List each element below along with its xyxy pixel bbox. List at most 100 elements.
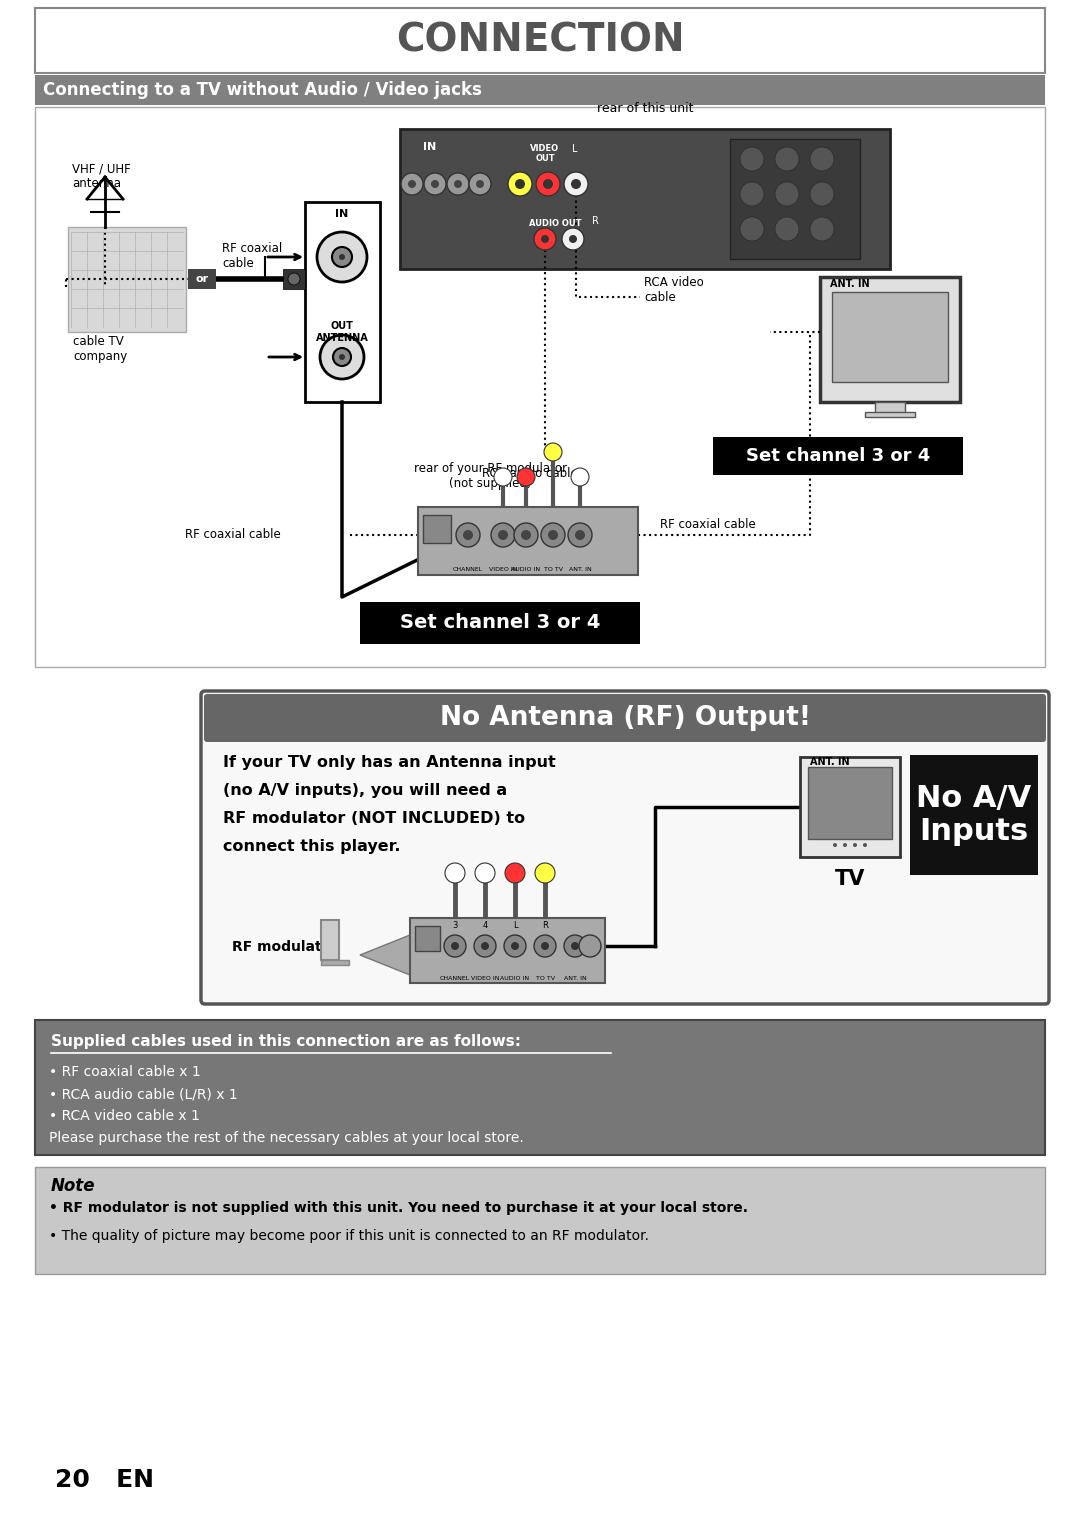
Circle shape xyxy=(548,531,558,540)
Bar xyxy=(321,920,339,961)
Text: RF coaxial cable: RF coaxial cable xyxy=(660,518,756,532)
Circle shape xyxy=(332,247,352,267)
Circle shape xyxy=(456,523,480,547)
Text: Set channel 3 or 4: Set channel 3 or 4 xyxy=(746,447,930,465)
Bar xyxy=(35,1020,1045,1154)
Circle shape xyxy=(853,843,858,846)
Text: connect this player.: connect this player. xyxy=(222,839,401,854)
Circle shape xyxy=(505,863,525,883)
Circle shape xyxy=(504,935,526,958)
Circle shape xyxy=(469,172,491,195)
Circle shape xyxy=(454,180,462,188)
Circle shape xyxy=(775,181,799,206)
Text: No A/V
Inputs: No A/V Inputs xyxy=(916,784,1031,846)
Text: • RCA video cable x 1: • RCA video cable x 1 xyxy=(49,1109,200,1122)
Circle shape xyxy=(810,181,834,206)
Circle shape xyxy=(569,235,577,242)
Circle shape xyxy=(508,172,532,197)
Text: RF coaxial cable: RF coaxial cable xyxy=(185,529,281,541)
Circle shape xyxy=(571,468,589,486)
Circle shape xyxy=(564,935,586,958)
Bar xyxy=(410,918,605,984)
Circle shape xyxy=(333,348,351,366)
Bar xyxy=(35,8,1045,73)
Bar xyxy=(713,438,963,474)
Circle shape xyxy=(535,863,555,883)
Bar xyxy=(360,602,640,644)
Circle shape xyxy=(517,468,535,486)
Bar xyxy=(730,139,860,259)
Bar xyxy=(188,268,216,290)
Circle shape xyxy=(568,523,592,547)
Circle shape xyxy=(476,180,484,188)
Text: TV: TV xyxy=(835,869,865,889)
Circle shape xyxy=(810,146,834,171)
Text: VHF / UHF
antenna: VHF / UHF antenna xyxy=(72,162,131,191)
Text: AUDIO IN: AUDIO IN xyxy=(500,976,529,981)
Text: Connecting to a TV without Audio / Video jacks: Connecting to a TV without Audio / Video… xyxy=(43,81,482,99)
Circle shape xyxy=(564,172,588,197)
Text: TO TV: TO TV xyxy=(543,567,563,572)
Text: Please purchase the rest of the necessary cables at your local store.: Please purchase the rest of the necessar… xyxy=(49,1132,524,1145)
Circle shape xyxy=(541,523,565,547)
Circle shape xyxy=(534,229,556,250)
Bar xyxy=(910,755,1038,875)
Text: • RF modulator is not supplied with this unit. You need to purchase it at your l: • RF modulator is not supplied with this… xyxy=(49,1202,748,1215)
Circle shape xyxy=(775,217,799,241)
Bar xyxy=(321,961,349,965)
FancyBboxPatch shape xyxy=(204,694,1047,743)
Circle shape xyxy=(543,178,553,189)
Circle shape xyxy=(444,935,465,958)
Text: R: R xyxy=(542,921,548,930)
Circle shape xyxy=(494,468,512,486)
Circle shape xyxy=(833,843,837,846)
Circle shape xyxy=(318,232,367,282)
Text: OUT
ANTENNA: OUT ANTENNA xyxy=(315,322,368,343)
Circle shape xyxy=(740,146,764,171)
Text: VIDEO IN: VIDEO IN xyxy=(489,567,517,572)
Text: • RF coaxial cable x 1: • RF coaxial cable x 1 xyxy=(49,1064,201,1080)
Bar xyxy=(800,756,900,857)
Text: 4: 4 xyxy=(483,921,488,930)
Circle shape xyxy=(401,172,423,195)
Text: cable TV
company: cable TV company xyxy=(73,336,127,363)
Text: AUDIO OUT: AUDIO OUT xyxy=(529,220,581,229)
Text: RCA audio cable: RCA audio cable xyxy=(482,467,578,480)
Text: L: L xyxy=(572,143,578,154)
Circle shape xyxy=(775,146,799,171)
Text: (no A/V inputs), you will need a: (no A/V inputs), you will need a xyxy=(222,782,508,798)
Text: VIDEO
OUT: VIDEO OUT xyxy=(530,143,559,163)
Circle shape xyxy=(408,180,416,188)
Circle shape xyxy=(575,531,585,540)
Text: VIDEO IN: VIDEO IN xyxy=(471,976,499,981)
FancyBboxPatch shape xyxy=(201,691,1049,1003)
Bar xyxy=(35,107,1045,666)
Circle shape xyxy=(288,273,300,285)
Bar xyxy=(35,75,1045,105)
Circle shape xyxy=(451,942,459,950)
Text: CHANNEL: CHANNEL xyxy=(440,976,470,981)
Bar xyxy=(832,291,948,381)
Text: 3: 3 xyxy=(453,921,458,930)
Text: IN: IN xyxy=(423,142,436,152)
Circle shape xyxy=(431,180,438,188)
Text: RF coaxial
cable: RF coaxial cable xyxy=(222,242,282,270)
Circle shape xyxy=(579,935,600,958)
Text: If your TV only has an Antenna input: If your TV only has an Antenna input xyxy=(222,755,556,770)
Text: ANT. IN: ANT. IN xyxy=(831,279,869,290)
Text: RF modulator (NOT INCLUDED) to: RF modulator (NOT INCLUDED) to xyxy=(222,811,525,827)
Bar xyxy=(820,278,960,403)
Circle shape xyxy=(515,178,525,189)
Circle shape xyxy=(463,531,473,540)
Circle shape xyxy=(562,229,584,250)
Text: L: L xyxy=(513,921,517,930)
Text: ANT. IN: ANT. IN xyxy=(564,976,586,981)
Bar xyxy=(875,403,905,413)
Text: TO TV: TO TV xyxy=(536,976,554,981)
Text: RCA video
cable: RCA video cable xyxy=(644,276,704,303)
Circle shape xyxy=(339,255,345,259)
Text: Note: Note xyxy=(51,1177,95,1196)
Text: RF modulator: RF modulator xyxy=(232,939,338,955)
Circle shape xyxy=(445,863,465,883)
Text: or: or xyxy=(195,274,208,284)
